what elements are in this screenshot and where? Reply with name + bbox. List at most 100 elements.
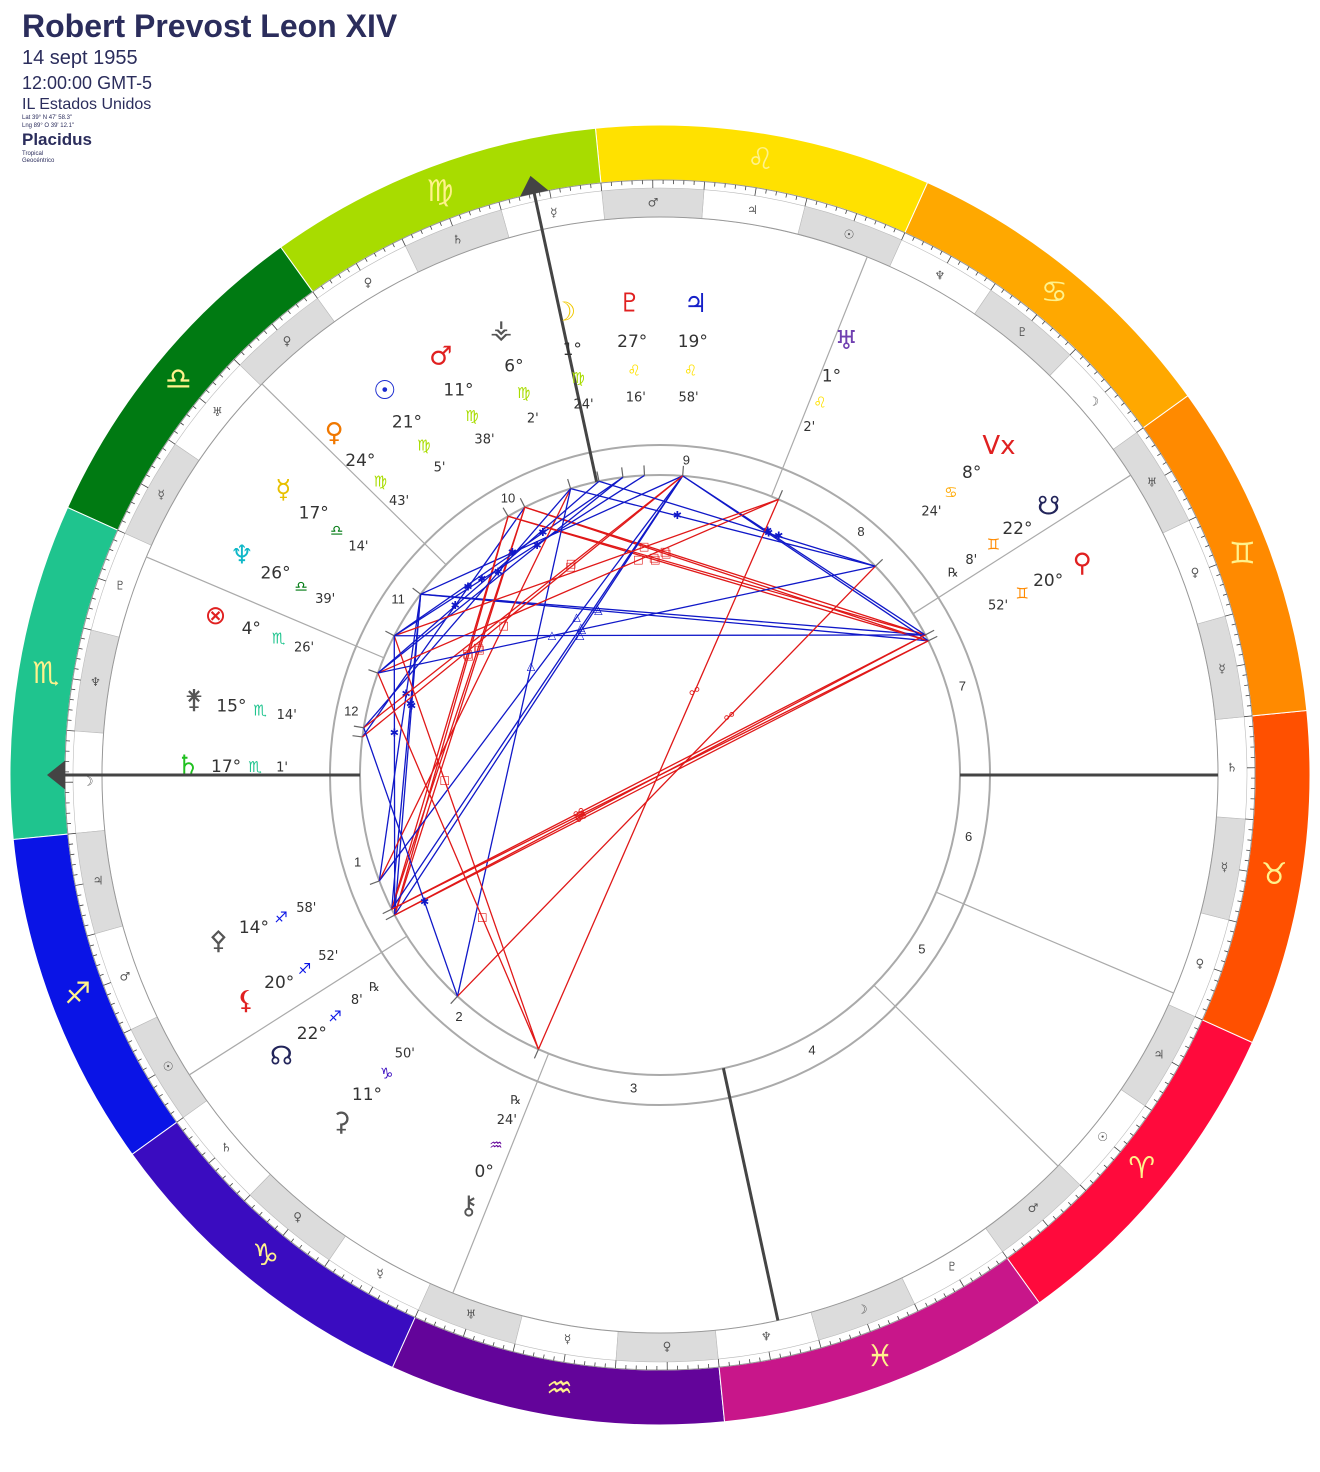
degree-tick <box>386 1299 390 1304</box>
degree-tick <box>115 1012 120 1015</box>
planet-glyph: ♆ <box>230 540 253 570</box>
aspect-symbol: □ <box>474 643 484 656</box>
aspect-symbol: □ <box>661 547 671 560</box>
degree-tick <box>1245 694 1250 697</box>
degree-tick <box>77 894 82 897</box>
angle-arrow <box>520 175 549 197</box>
degree-tick <box>176 1117 184 1123</box>
degree-tick <box>1244 859 1249 862</box>
degree-tick <box>137 1058 142 1062</box>
decan-ruler: ♆ <box>90 675 101 689</box>
aspect-symbol: ☍ <box>573 806 584 819</box>
aspect-symbol: ✱ <box>406 697 415 710</box>
aspect-line <box>570 487 876 567</box>
degree-tick <box>295 303 299 308</box>
degree-tick <box>85 617 91 620</box>
decan-ruler: ♃ <box>747 203 758 217</box>
degree-tick <box>1075 1194 1079 1199</box>
degree-tick <box>1159 1090 1164 1094</box>
degree-tick <box>804 198 808 207</box>
planet-sign: ♍ <box>571 369 584 387</box>
degree-tick <box>1012 1248 1016 1253</box>
degree-tick <box>98 577 107 582</box>
degree-tick <box>1189 1036 1194 1039</box>
degree-tick <box>1164 470 1172 476</box>
degree-tick <box>508 199 511 204</box>
degree-tick <box>66 729 75 732</box>
degree-tick <box>140 483 149 489</box>
degree-tick <box>1239 890 1244 892</box>
degree-tick <box>1228 919 1237 923</box>
degree-tick <box>174 430 178 434</box>
degree-tick <box>219 374 224 378</box>
degree-tick <box>984 277 988 282</box>
house-number: 12 <box>344 704 358 719</box>
planet-minute: 52' <box>318 949 338 964</box>
degree-tick <box>1042 1219 1049 1227</box>
degree-tick <box>170 1111 175 1115</box>
degree-tick <box>1120 402 1125 406</box>
aspect-symbol: ✱ <box>538 526 547 539</box>
aspect-line <box>394 640 929 916</box>
degree-tick <box>383 248 386 252</box>
degree-tick <box>1224 613 1233 617</box>
aspect-line <box>391 475 684 910</box>
degree-tick <box>1133 419 1138 423</box>
degree-tick <box>1208 564 1217 568</box>
aspect-line <box>456 565 876 997</box>
degree-tick <box>1110 1156 1115 1161</box>
degree-tick <box>795 195 798 200</box>
aspect-symbol: ✱ <box>508 546 517 559</box>
aspect-line <box>598 480 876 567</box>
degree-tick <box>835 206 838 211</box>
degree-tick <box>1142 1116 1146 1120</box>
degree-tick <box>738 1360 741 1365</box>
degree-tick <box>347 268 350 273</box>
degree-tick <box>1183 498 1187 501</box>
degree-tick <box>459 214 462 219</box>
title: Robert Prevost Leon XIV <box>22 8 398 44</box>
degree-tick <box>180 422 184 426</box>
planet-degree: 21° <box>392 412 422 432</box>
planet-degree: 8° <box>962 463 981 483</box>
degree-tick <box>251 1204 255 1209</box>
degree-tick <box>1236 643 1241 646</box>
degree-tick <box>768 1351 771 1360</box>
degree-tick <box>472 1335 475 1341</box>
house-number: 1 <box>354 855 361 870</box>
house-number: 8 <box>857 524 864 539</box>
degree-tick <box>1031 314 1038 322</box>
degree-tick <box>123 1029 132 1034</box>
degree-tick <box>81 914 86 917</box>
degree-tick <box>195 1144 200 1148</box>
degree-tick <box>952 1288 956 1293</box>
aspect-line <box>507 515 929 642</box>
planet-sign: ♏ <box>253 702 267 720</box>
aspect-symbol: □ <box>498 619 508 632</box>
planet-degree: 11° <box>443 381 473 401</box>
aspect-line <box>391 634 926 910</box>
degree-tick <box>1002 1251 1008 1259</box>
degree-tick <box>153 1085 158 1088</box>
aspect-symbol: △ <box>548 629 557 642</box>
degree-tick <box>96 964 101 967</box>
aspect-symbol: ✱ <box>420 895 429 908</box>
degree-tick <box>168 439 176 445</box>
house-cusp <box>912 474 1131 615</box>
decan-ruler: ♄ <box>221 1141 232 1155</box>
degree-tick <box>1100 378 1105 383</box>
planet-minute: 2' <box>527 412 539 427</box>
planet-tick <box>519 497 526 508</box>
house-cusp <box>146 556 385 659</box>
decan-ruler: ♇ <box>947 1259 958 1273</box>
decan-ruler: ♀ <box>663 1339 672 1353</box>
degree-tick <box>1245 818 1254 821</box>
birth-place: IL Estados Unidos <box>22 96 151 113</box>
aspect-symbol: □ <box>633 553 643 566</box>
degree-tick <box>87 933 96 937</box>
degree-tick <box>131 501 136 505</box>
planet-sign: ♌ <box>684 362 697 380</box>
degree-tick <box>151 465 156 469</box>
planet-degree: 15° <box>216 697 246 717</box>
house-number: 3 <box>630 1080 637 1095</box>
